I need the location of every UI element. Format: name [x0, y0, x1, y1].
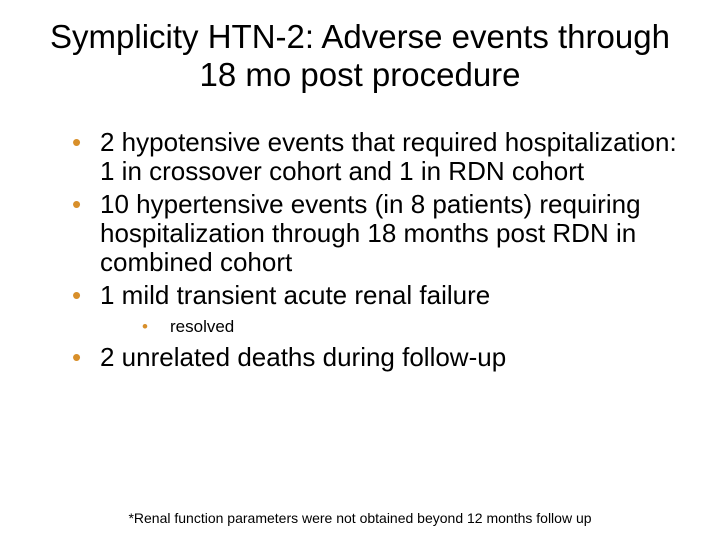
slide-title: Symplicity HTN-2: Adverse events through… [28, 18, 692, 94]
footnote: *Renal function parameters were not obta… [0, 510, 720, 526]
bullet-item: 2 hypotensive events that required hospi… [72, 128, 692, 186]
sub-bullet-item: resolved [142, 317, 692, 337]
bullet-text: 1 mild transient acute renal failure [100, 280, 490, 310]
bullet-item: 2 unrelated deaths during follow-up [72, 343, 692, 372]
bullet-item: 10 hypertensive events (in 8 patients) r… [72, 190, 692, 277]
sub-bullet-list: resolved [100, 317, 692, 337]
bullet-list: 2 hypotensive events that required hospi… [28, 128, 692, 372]
bullet-item: 1 mild transient acute renal failure res… [72, 281, 692, 337]
